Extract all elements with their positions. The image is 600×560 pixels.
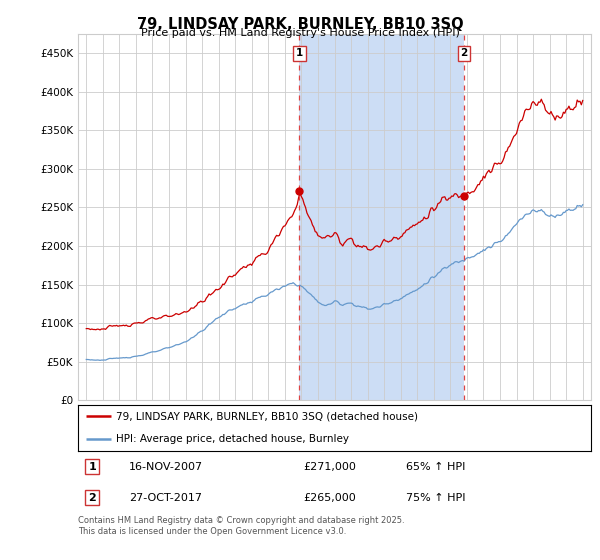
Text: £271,000: £271,000 — [304, 461, 356, 472]
Text: 75% ↑ HPI: 75% ↑ HPI — [406, 493, 466, 503]
Text: Price paid vs. HM Land Registry's House Price Index (HPI): Price paid vs. HM Land Registry's House … — [140, 28, 460, 38]
Text: 65% ↑ HPI: 65% ↑ HPI — [406, 461, 466, 472]
Text: 16-NOV-2007: 16-NOV-2007 — [130, 461, 203, 472]
Text: £265,000: £265,000 — [304, 493, 356, 503]
Text: 1: 1 — [88, 461, 96, 472]
Bar — [299, 34, 464, 400]
Text: 27-OCT-2017: 27-OCT-2017 — [130, 493, 202, 503]
Text: 79, LINDSAY PARK, BURNLEY, BB10 3SQ (detached house): 79, LINDSAY PARK, BURNLEY, BB10 3SQ (det… — [116, 412, 418, 421]
Text: 1: 1 — [296, 48, 303, 58]
Text: HPI: Average price, detached house, Burnley: HPI: Average price, detached house, Burn… — [116, 435, 349, 444]
Text: Contains HM Land Registry data © Crown copyright and database right 2025.
This d: Contains HM Land Registry data © Crown c… — [78, 516, 404, 536]
Text: 2: 2 — [460, 48, 467, 58]
Text: 79, LINDSAY PARK, BURNLEY, BB10 3SQ: 79, LINDSAY PARK, BURNLEY, BB10 3SQ — [137, 17, 463, 32]
Text: 2: 2 — [88, 493, 96, 503]
